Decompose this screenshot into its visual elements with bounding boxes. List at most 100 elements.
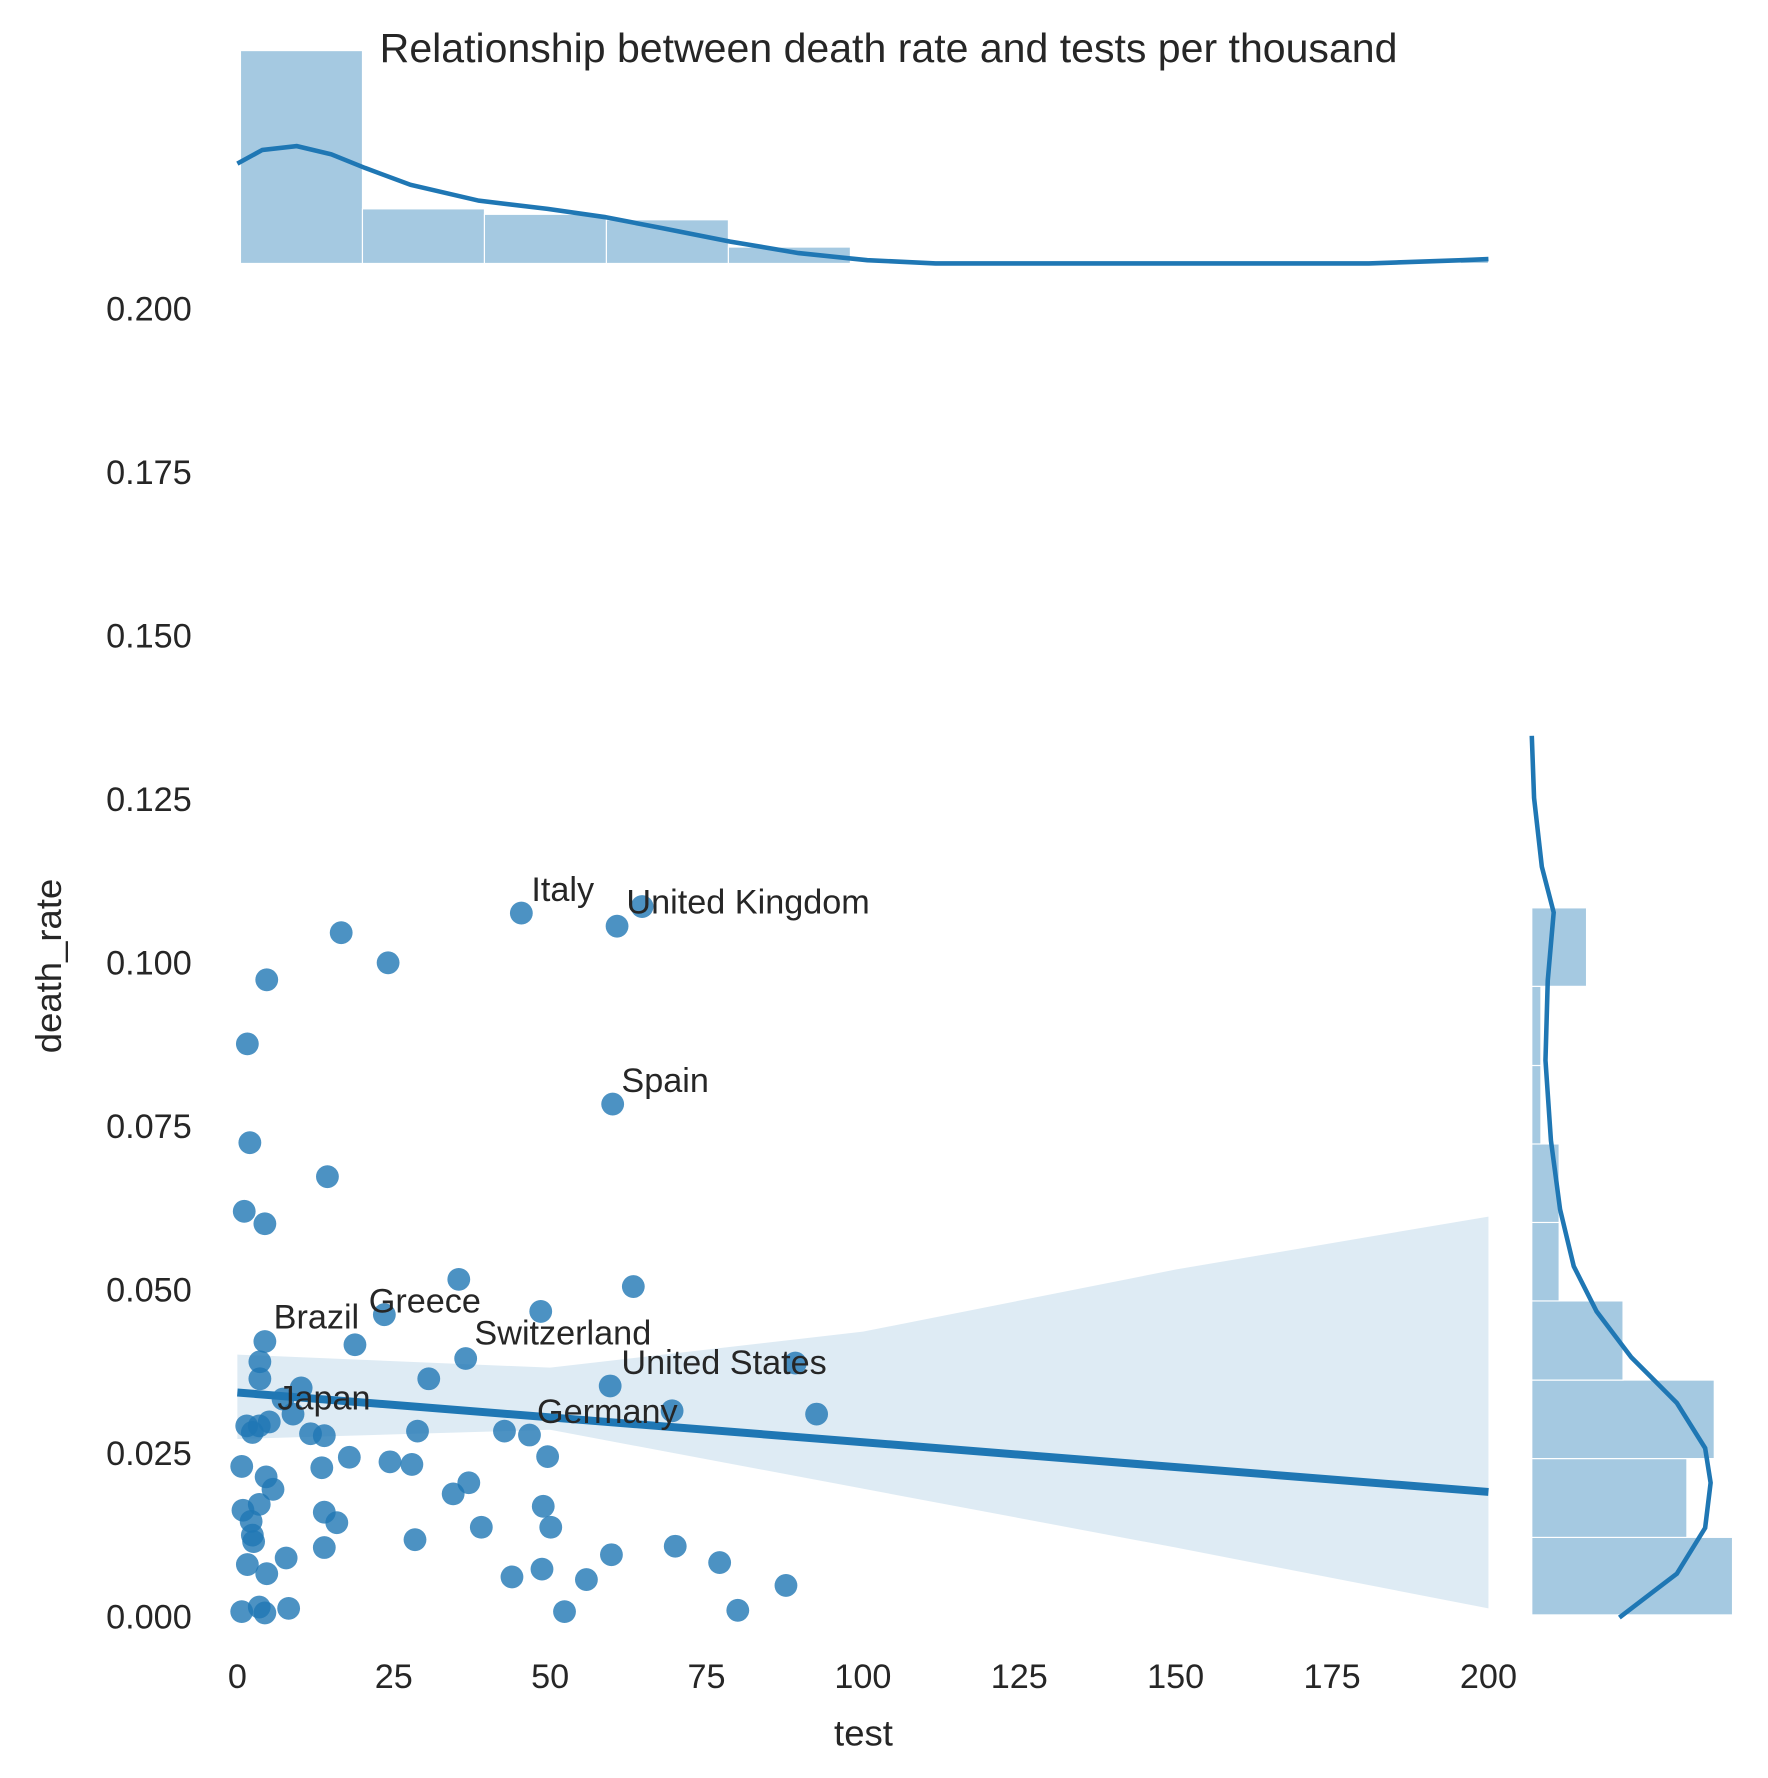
histogram-bar — [1531, 1536, 1734, 1616]
histogram-bar — [1531, 907, 1588, 987]
scatter-point — [783, 1351, 807, 1375]
scatter-point — [235, 1032, 259, 1056]
scatter-point — [441, 1482, 465, 1506]
histogram-bar — [605, 219, 729, 265]
y-tick-label: 0.200 — [106, 290, 192, 328]
scatter-point — [242, 1530, 266, 1554]
y-tick-label: 0.125 — [106, 781, 192, 819]
y-tick-label: 0.000 — [106, 1599, 192, 1637]
scatter-point — [598, 1374, 622, 1398]
chart-title: Relationship between death rate and test… — [380, 25, 1398, 71]
histogram-bar — [1531, 985, 1542, 1067]
y-tick-label: 0.050 — [106, 1271, 192, 1309]
histogram-bar — [727, 246, 851, 265]
scatter-point — [601, 1092, 625, 1116]
scatter-point — [248, 1350, 272, 1374]
y-axis-label: death_rate — [28, 879, 69, 1053]
scatter-point — [325, 1511, 349, 1535]
x-tick-label: 200 — [1460, 1658, 1517, 1696]
scatter-point — [310, 1456, 334, 1480]
scatter-point — [372, 1303, 396, 1327]
x-tick-label: 100 — [834, 1658, 891, 1696]
scatter-point — [316, 1165, 339, 1189]
scatter-point — [663, 1534, 687, 1558]
scatter-point — [530, 1557, 554, 1581]
scatter-point — [274, 1546, 298, 1570]
scatter-point — [454, 1347, 478, 1370]
y-tick-label: 0.150 — [106, 617, 192, 655]
histogram-bar — [1531, 1064, 1542, 1145]
scatter-point — [261, 1477, 285, 1501]
scatter-point — [240, 1421, 264, 1444]
scatter-point — [253, 1330, 277, 1353]
y-tick-label: 0.025 — [106, 1435, 192, 1473]
scatter-point — [518, 1423, 541, 1447]
annotation: Spain — [621, 1062, 708, 1100]
scatter-point — [406, 1419, 429, 1443]
scatter-point — [376, 951, 400, 975]
scatter-point — [575, 1568, 598, 1591]
annotation: Brazil — [274, 1298, 360, 1336]
scatter-point — [660, 1399, 684, 1423]
scatter-point — [500, 1565, 524, 1589]
annotation: United Kingdom — [626, 884, 869, 922]
kde-line — [1529, 735, 1713, 1620]
kde-line — [236, 143, 1489, 266]
annotation: United States — [621, 1344, 826, 1382]
x-tick-label: 75 — [687, 1658, 725, 1696]
scatter-point — [605, 914, 629, 938]
scatter-point — [529, 1300, 553, 1323]
annotation: Switzerland — [474, 1315, 651, 1353]
histogram-bar — [483, 213, 607, 265]
scatter-point — [312, 1536, 336, 1559]
histogram-bar — [239, 50, 364, 265]
scatter-point — [343, 1333, 367, 1357]
x-tick-label: 25 — [375, 1658, 413, 1696]
scatter-point — [621, 1275, 645, 1298]
scatter-point — [469, 1515, 493, 1539]
histogram-bar — [1531, 1221, 1560, 1302]
annotation: Greece — [369, 1283, 481, 1321]
scatter-point — [417, 1367, 441, 1391]
scatter-point — [509, 901, 533, 925]
y-tick-label: 0.100 — [106, 944, 192, 982]
scatter-point — [531, 1494, 555, 1518]
y-tick-label: 0.075 — [106, 1108, 192, 1146]
confidence-band — [237, 1216, 1489, 1609]
scatter-point — [255, 1562, 279, 1586]
annotation: Italy — [531, 871, 595, 909]
scatter-point — [312, 1424, 336, 1448]
scatter-point — [230, 1455, 254, 1478]
scatter-point — [726, 1598, 750, 1622]
annotation: Germany — [537, 1393, 679, 1431]
scatter-point — [493, 1419, 516, 1443]
histogram-bar — [1531, 1458, 1688, 1538]
annotation: Japan — [277, 1379, 370, 1417]
x-tick-label: 175 — [1304, 1658, 1361, 1696]
scatter-point — [536, 1445, 560, 1469]
scatter-point — [248, 1367, 272, 1391]
x-axis-label: test — [834, 1712, 893, 1753]
scatter-point — [774, 1574, 798, 1597]
histogram-bar — [361, 208, 486, 265]
x-tick-label: 150 — [1147, 1658, 1204, 1696]
scatter-point — [277, 1596, 301, 1620]
scatter-point — [329, 921, 353, 945]
scatter-point — [255, 968, 279, 992]
scatter-point — [600, 1543, 623, 1567]
histogram-bar — [1531, 1300, 1624, 1381]
scatter-point — [253, 1212, 277, 1236]
scatter-point — [805, 1402, 829, 1426]
scatter-point — [378, 1450, 402, 1474]
x-tick-label: 125 — [991, 1658, 1048, 1696]
scatter-point — [630, 895, 654, 918]
scatter-point — [447, 1267, 471, 1291]
scatter-point — [232, 1199, 256, 1223]
x-tick-label: 0 — [228, 1658, 247, 1696]
scatter-point — [539, 1515, 563, 1539]
scatter-point — [253, 1601, 277, 1625]
scatter-point — [230, 1600, 254, 1624]
scatter-point — [708, 1551, 732, 1574]
